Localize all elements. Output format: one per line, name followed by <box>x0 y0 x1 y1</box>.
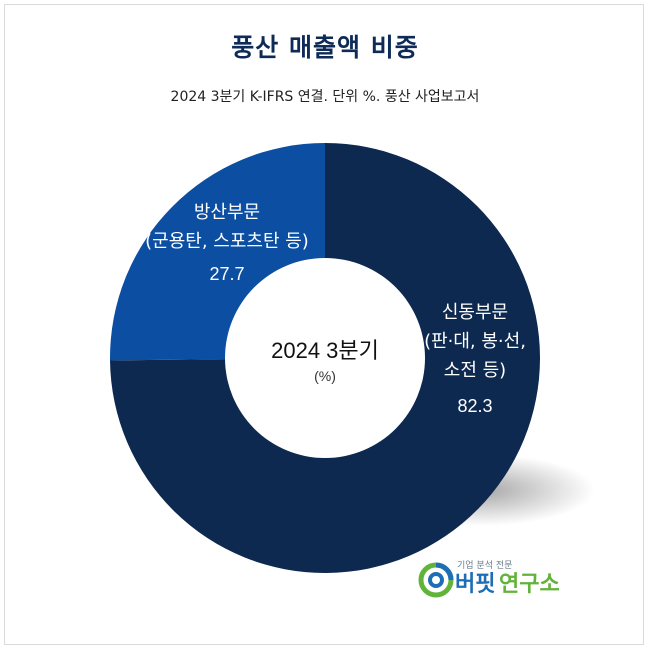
swirl-logo-icon <box>418 562 454 598</box>
slice-label-sindong-line-2: (판·대, 봉·선, <box>424 331 526 352</box>
donut-hole <box>225 258 425 458</box>
slice-label-sindong-line-1: 신동부문 <box>442 302 508 323</box>
logo-name-part2: 연구소 <box>499 572 560 597</box>
chart-title: 풍산 매출액 비중 <box>231 33 419 62</box>
logo: 기업 분석 전문 버핏 연구소 <box>418 560 560 598</box>
center-label: 2024 3분기 <box>271 338 379 363</box>
slice-label-bangsan-line-1: 방산부문 <box>194 202 260 223</box>
slice-label-bangsan-value: 27.7 <box>209 264 244 284</box>
logo-name-part1: 버핏 <box>455 572 495 597</box>
logo-tagline: 기업 분석 전문 <box>457 560 512 571</box>
slice-label-bangsan-line-2: (군용탄, 스포츠탄 등) <box>145 231 309 252</box>
center-unit: (%) <box>314 368 336 384</box>
slice-label-sindong-value: 82.3 <box>457 396 492 416</box>
slice-label-sindong-line-3: 소전 등) <box>444 360 506 381</box>
chart-subtitle: 2024 3분기 K-IFRS 연결. 단위 %. 풍산 사업보고서 <box>170 89 480 105</box>
